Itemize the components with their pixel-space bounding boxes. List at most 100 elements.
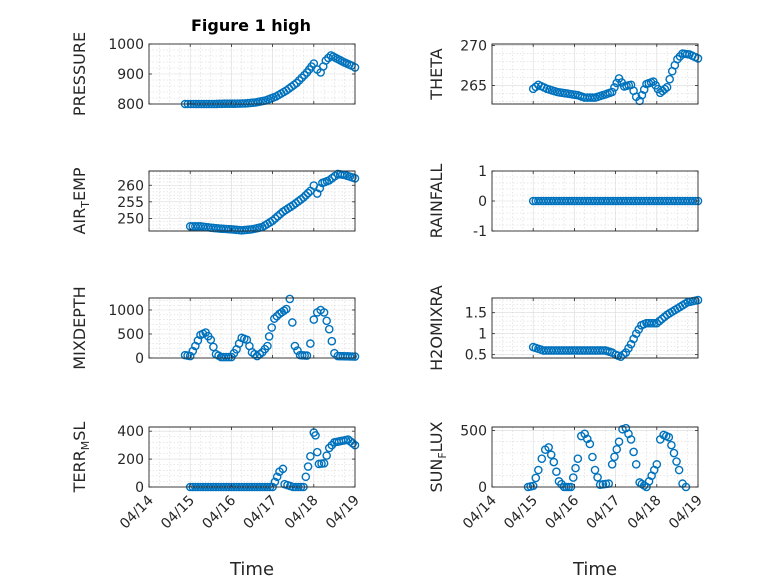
- data-point: [315, 183, 325, 193]
- data-point: [270, 214, 280, 223]
- x-axis-label: Time: [572, 559, 617, 580]
- data-point: [541, 196, 551, 206]
- data-point: [239, 334, 249, 344]
- data-point: [307, 62, 316, 71]
- data-point: [603, 196, 613, 206]
- y-axis-label: PRESSURE: [70, 32, 89, 116]
- data-point: [214, 351, 223, 360]
- data-point: [649, 318, 659, 328]
- y-tick-label: 1: [478, 327, 487, 343]
- data-point: [588, 93, 597, 102]
- data-point: [312, 447, 322, 457]
- data-point: [613, 351, 623, 360]
- data-point: [598, 480, 608, 489]
- data-point: [267, 323, 277, 332]
- data-point: [562, 196, 571, 206]
- data-point: [318, 62, 328, 71]
- data-point: [245, 225, 254, 234]
- data-point: [624, 429, 633, 439]
- data-point: [680, 299, 690, 309]
- data-point: [348, 173, 357, 182]
- y-tick-label: 400: [117, 424, 144, 440]
- data-point: [219, 352, 228, 362]
- y-tick-label: 250: [117, 211, 144, 227]
- y-tick-label: 200: [117, 452, 144, 468]
- data-point: [289, 80, 299, 90]
- x-tick-label: 04/16: [199, 492, 239, 532]
- y-axis-label: H2OMIXRA: [427, 285, 446, 371]
- data-point: [260, 344, 270, 354]
- data-point: [580, 429, 590, 439]
- data-point: [562, 346, 571, 355]
- data-point: [691, 196, 700, 206]
- y-tick-label: 0.5: [465, 348, 487, 364]
- y-axis-label: RAINFALL: [427, 164, 446, 239]
- data-point: [635, 96, 644, 106]
- data-point: [285, 294, 295, 304]
- data-point: [585, 439, 595, 449]
- data-point: [348, 352, 357, 361]
- data-point: [657, 314, 667, 324]
- subplot-h2omixra: 0.5 1 1.5 H2OMIXRA: [427, 285, 703, 371]
- data-point: [322, 451, 331, 460]
- data-point: [593, 346, 602, 355]
- y-axis-label: TERRMSL: [70, 422, 92, 494]
- y-tick-label: -1: [473, 224, 487, 240]
- x-tick-label: 04/14: [117, 492, 157, 532]
- data-point: [311, 431, 320, 440]
- y-axis-label: THETA: [427, 48, 446, 100]
- data-point: [658, 86, 667, 96]
- data-point: [546, 450, 556, 460]
- data-point: [188, 222, 198, 231]
- data-point: [531, 473, 541, 483]
- data-point: [319, 308, 329, 317]
- data-point: [639, 481, 649, 490]
- data-point: [634, 325, 644, 334]
- data-point: [588, 452, 597, 462]
- data-point: [209, 342, 218, 352]
- data-point: [303, 188, 313, 198]
- data-point: [674, 465, 684, 475]
- data-point: [610, 83, 619, 92]
- data-point: [539, 83, 549, 92]
- x-tick-label: 04/18: [625, 493, 665, 533]
- data-point: [258, 96, 268, 106]
- data-point: [629, 447, 638, 457]
- data-point: [327, 336, 337, 346]
- data-point: [341, 435, 351, 445]
- data-point: [278, 464, 288, 474]
- subplot-sun-flux: 0 500 04/14 04/15 04/16 04/17 04/18 04/19 Time SU…: [427, 421, 706, 580]
- data-point: [322, 316, 331, 326]
- y-tick-label: 500: [117, 327, 144, 343]
- data-point: [614, 437, 624, 447]
- y-tick-label: 0: [478, 480, 487, 496]
- data-point: [549, 457, 559, 467]
- data-point: [573, 454, 583, 463]
- data-point: [300, 70, 309, 80]
- data-point: [264, 332, 274, 341]
- data-point: [198, 329, 208, 339]
- subplot-rainfall: -1 0 1 RAINFALL: [427, 164, 703, 240]
- x-axis-label: Time: [229, 559, 274, 580]
- x-tick-label: 04/15: [158, 493, 198, 533]
- data-point: [550, 86, 559, 96]
- data-point: [234, 339, 244, 348]
- data-point: [691, 296, 700, 305]
- data-point: [531, 82, 541, 92]
- data-point: [288, 318, 297, 327]
- data-point: [301, 472, 311, 482]
- subplot-terr-msl: 0 200 400 04/14 04/15 04/16 04/17 04/18 04/19 Tim…: [70, 422, 363, 580]
- data-point: [624, 344, 633, 353]
- data-point: [605, 347, 615, 357]
- data-point: [655, 316, 664, 326]
- data-point: [290, 341, 300, 351]
- subplot-mixdepth: 0 500 1000 MIXDEPTH: [70, 286, 360, 370]
- data-point: [221, 352, 231, 362]
- data-point: [526, 482, 535, 491]
- data-point: [661, 431, 671, 441]
- y-tick-label: 265: [460, 79, 487, 95]
- data-point: [541, 346, 551, 355]
- data-point: [273, 211, 283, 221]
